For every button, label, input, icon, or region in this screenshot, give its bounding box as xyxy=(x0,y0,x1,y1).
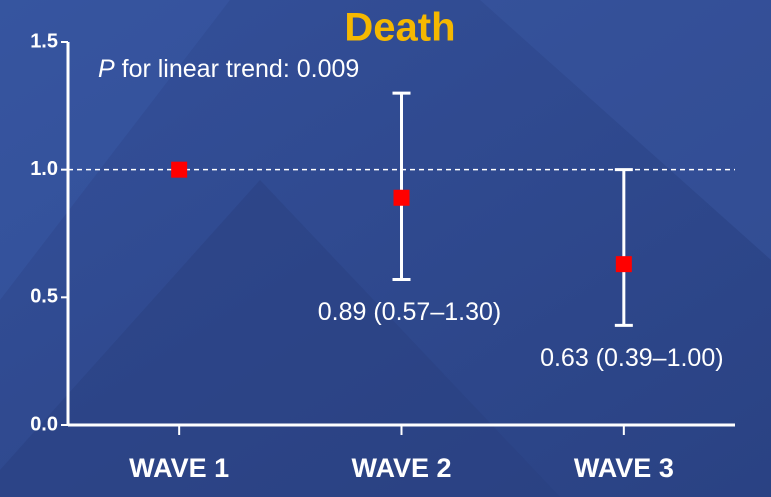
bg-shape xyxy=(0,0,230,300)
point-marker xyxy=(171,161,188,178)
bg-shape xyxy=(0,180,560,497)
point-marker xyxy=(393,189,410,206)
chart-title: Death xyxy=(344,6,455,50)
y-tick-label: 1.5 xyxy=(30,30,58,52)
value-label: 0.89 (0.57–1.30) xyxy=(318,298,501,326)
x-tick-label: WAVE 3 xyxy=(574,453,674,483)
value-label: 0.63 (0.39–1.00) xyxy=(540,344,723,372)
annotation: P for linear trend: 0.009 xyxy=(98,55,359,83)
y-tick-label: 1.0 xyxy=(30,158,58,180)
bg-shape xyxy=(480,0,771,260)
annotation-italic: P xyxy=(98,55,115,83)
y-tick-label: 0.5 xyxy=(30,286,58,308)
y-tick-label: 0.0 xyxy=(30,413,58,435)
x-tick-label: WAVE 2 xyxy=(351,453,451,483)
x-tick-label: WAVE 1 xyxy=(129,453,229,483)
annotation-text: for linear trend: 0.009 xyxy=(115,55,360,83)
point-marker xyxy=(615,256,632,273)
